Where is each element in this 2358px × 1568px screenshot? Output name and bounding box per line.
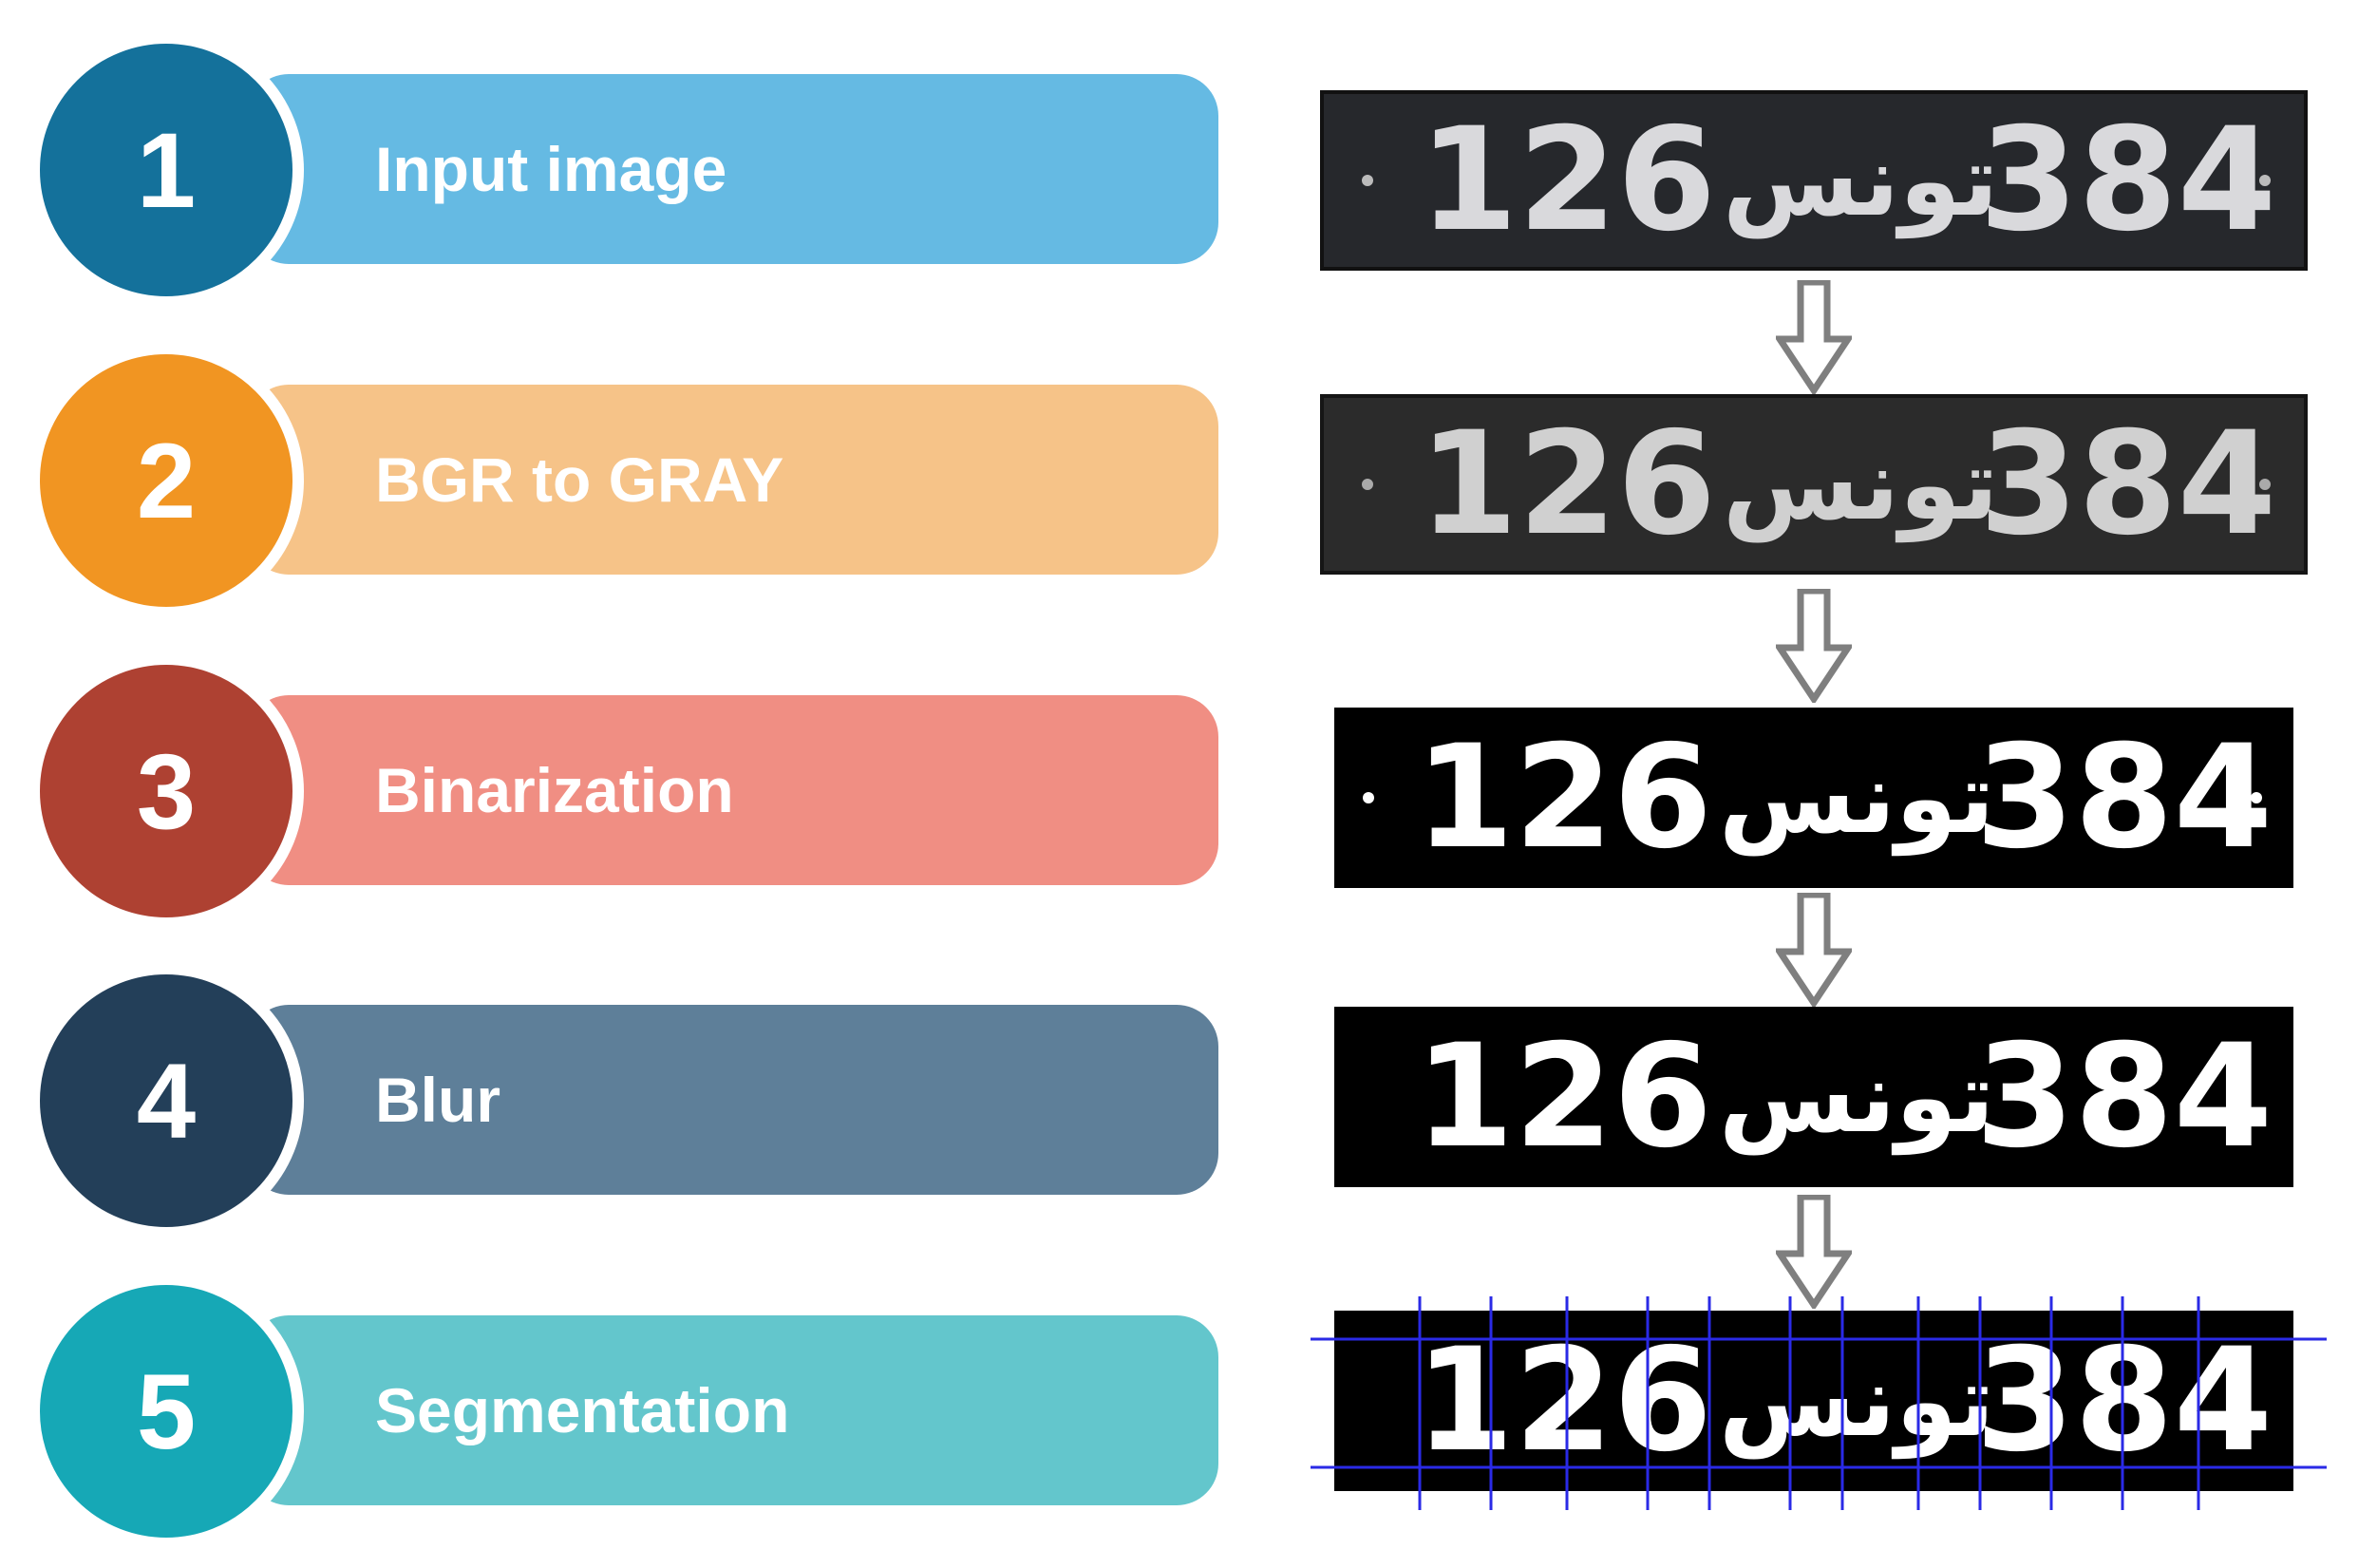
plate-arabic: تونس	[1723, 123, 1999, 238]
plate-dot-right	[2259, 175, 2271, 186]
plate-arabic: تونس	[1719, 740, 1995, 856]
step-3-pill: Binarization	[247, 695, 1218, 885]
step-4-pill: Blur	[247, 1005, 1218, 1195]
step-3-circle: 3	[28, 653, 304, 929]
step-4-circle: 4	[28, 963, 304, 1238]
plate-arabic: تونس	[1723, 426, 1999, 542]
plate-number-left: 126	[1419, 98, 1717, 263]
down-arrow-icon	[1776, 280, 1852, 394]
plate-number-right: 384	[1975, 1318, 2273, 1483]
step-5-circle: 5	[28, 1274, 304, 1549]
plate-dot-left	[1362, 479, 1373, 490]
plate-number-left: 126	[1415, 715, 1713, 880]
plate-number-left: 126	[1415, 1318, 1713, 1483]
plate-blurred: 126 تونس 384	[1334, 1007, 2293, 1187]
step-5-pill: Segmentation	[247, 1315, 1218, 1505]
plate-number-left: 126	[1419, 402, 1717, 567]
down-arrow-icon	[1776, 589, 1852, 703]
plate-number-right: 384	[1975, 715, 2273, 880]
plate-gray: 126 تونس 384	[1320, 394, 2308, 575]
plate-dot-right	[2259, 479, 2271, 490]
step-3-label: Binarization	[375, 755, 734, 825]
plate-dot-left	[1363, 792, 1374, 803]
step-2-pill: BGR to GRAY	[247, 385, 1218, 575]
plate-input: 126 تونس 384	[1320, 90, 2308, 271]
plate-binarized: 126 تونس 384	[1334, 708, 2293, 888]
step-1-pill: Input image	[247, 74, 1218, 264]
step-2-circle: 2	[28, 343, 304, 618]
step-5-label: Segmentation	[375, 1375, 790, 1445]
plate-number-right: 384	[1979, 98, 2277, 263]
down-arrow-icon	[1776, 1195, 1852, 1309]
plate-number-left: 126	[1415, 1014, 1713, 1180]
plate-number-right: 384	[1975, 1014, 2273, 1180]
step-2-label: BGR to GRAY	[375, 444, 784, 515]
step-1-circle: 1	[28, 32, 304, 308]
step-1-label: Input image	[375, 134, 727, 204]
plate-arabic: تونس	[1719, 1343, 1995, 1459]
plate-dot-left	[1362, 175, 1373, 186]
plate-segmented: 126 تونس 384	[1334, 1311, 2293, 1491]
plate-number-right: 384	[1979, 402, 2277, 567]
step-4-label: Blur	[375, 1065, 500, 1135]
plate-dot-right	[2251, 792, 2262, 803]
segmentation-grid-overlay	[1311, 1296, 2327, 1510]
plate-arabic: تونس	[1719, 1039, 1995, 1155]
down-arrow-icon	[1776, 893, 1852, 1007]
